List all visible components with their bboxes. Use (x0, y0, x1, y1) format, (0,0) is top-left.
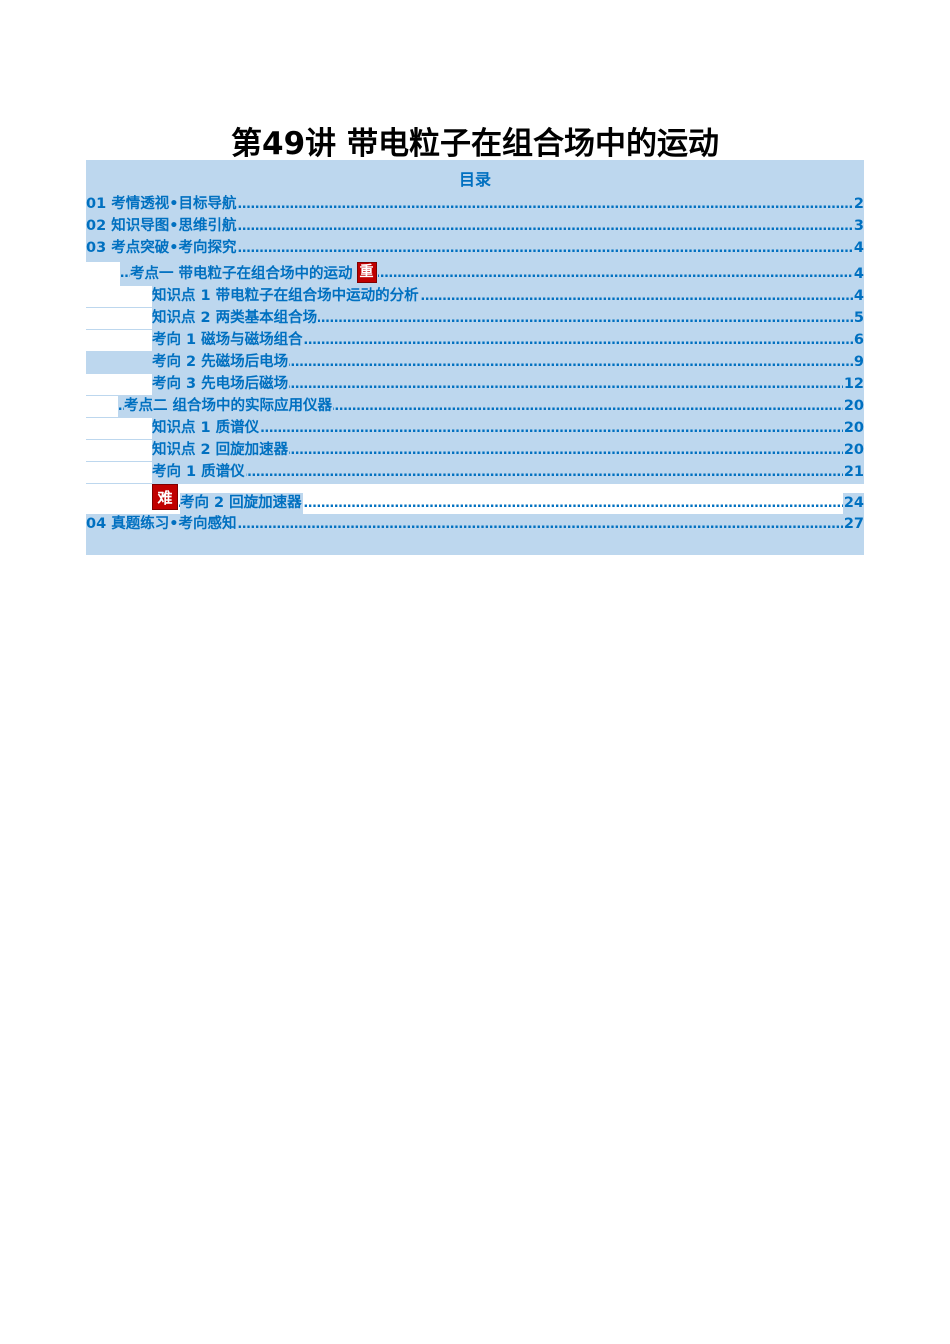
key-point-badge: 重 (356, 262, 377, 283)
toc-page-number: 24 (842, 493, 864, 514)
toc-page-number: 2 (852, 194, 864, 215)
toc-entry-label: 考点二 组合场中的实际应用仪器 (124, 396, 334, 417)
toc-entry-01[interactable]: …………………………………………………………………………………………………………… (86, 194, 864, 215)
toc-page-number: 27 (842, 514, 864, 535)
toc-page-number: 12 (842, 374, 864, 395)
toc-entry-label: 03 考点突破•考向探究 (86, 238, 238, 259)
table-of-contents: 目录 …………………………………………………………………………………………………… (86, 160, 864, 555)
toc-leader: …………………………………………………………………………………………………………… (152, 465, 864, 480)
toc-entry-label: 考向 3 先电场后磁场 (152, 374, 290, 395)
toc-leader: …………………………………………………………………………………………………………… (152, 355, 864, 370)
toc-entry-label: 考向 2 回旋加速器 (180, 493, 303, 514)
toc-page-number: 5 (852, 308, 864, 329)
toc-leader: …………………………………………………………………………………………………………… (178, 496, 864, 511)
toc-entry-label: 04 真题练习•考向感知 (86, 514, 238, 535)
toc-entry-zhishidian-2[interactable]: …………………………………………………………………………………………………………… (86, 308, 864, 329)
toc-entry-kaoxiang-2[interactable]: …………………………………………………………………………………………………………… (86, 352, 864, 373)
toc-leader: …………………………………………………………………………………………………………… (86, 517, 864, 532)
toc-page-number: 4 (852, 262, 864, 286)
toc-entry-label: 考点一 带电粒子在组合场中的运动 (130, 266, 353, 282)
toc-leader: …………………………………………………………………………………………………………… (152, 333, 864, 348)
toc-leader: …………………………………………………………………………………………………………… (152, 377, 864, 392)
toc-entry-02[interactable]: …………………………………………………………………………………………………………… (86, 216, 864, 237)
toc-page-number: 9 (852, 352, 864, 373)
toc-entry-label: 知识点 1 质谱仪 (152, 418, 261, 439)
toc-page-number: 4 (852, 286, 864, 307)
toc-leader: …………………………………………………………………………………………………………… (86, 197, 864, 212)
toc-entry-zhishidian-4[interactable]: …………………………………………………………………………………………………………… (86, 440, 864, 461)
toc-entry-kaoxiang-1[interactable]: …………………………………………………………………………………………………………… (86, 330, 864, 351)
toc-leader: …………………………………………………………………………………………………………… (152, 421, 864, 436)
toc-page-number: 4 (852, 238, 864, 259)
toc-entry-zhishidian-3[interactable]: …………………………………………………………………………………………………………… (86, 418, 864, 439)
difficult-badge: 难 (152, 484, 178, 510)
toc-entry-label: 考向 1 磁场与磁场组合 (152, 330, 304, 351)
toc-entry-kaodian-2[interactable]: …………………………………………………………………………………………………………… (86, 396, 864, 417)
toc-page-number: 21 (842, 462, 864, 483)
toc-entry-03[interactable]: …………………………………………………………………………………………………………… (86, 238, 864, 259)
toc-entry-zhishidian-1[interactable]: …………………………………………………………………………………………………………… (86, 286, 864, 307)
toc-entry-04[interactable]: …………………………………………………………………………………………………………… (86, 514, 864, 535)
toc-entry-label: 考向 1 质谱仪 (152, 462, 246, 483)
toc-page-number: 20 (842, 396, 864, 417)
toc-page-number: 3 (852, 216, 864, 237)
page-title: 第49讲 带电粒子在组合场中的运动 (231, 126, 719, 162)
toc-entry-kaoxiang-4[interactable]: …………………………………………………………………………………………………………… (86, 462, 864, 483)
toc-entry-label: 知识点 2 回旋加速器 (152, 440, 290, 461)
toc-entry-label: 01 考情透视•目标导航 (86, 194, 238, 215)
toc-entry-label: 知识点 1 带电粒子在组合场中运动的分析 (152, 286, 420, 307)
toc-entry-label: 知识点 2 两类基本组合场 (152, 308, 319, 329)
toc-entry-kaoxiang-3[interactable]: …………………………………………………………………………………………………………… (86, 374, 864, 395)
toc-heading: 目录 (458, 170, 491, 189)
toc-leader: …………………………………………………………………………………………………………… (86, 219, 864, 234)
toc-leader: …………………………………………………………………………………………………………… (152, 311, 864, 326)
toc-leader: …………………………………………………………………………………………………………… (86, 241, 864, 256)
toc-leader: …………………………………………………………………………………………………………… (152, 443, 864, 458)
toc-page-number: 6 (852, 330, 864, 351)
toc-page-number: 20 (842, 418, 864, 439)
toc-entry-label: 考向 2 先磁场后电场 (152, 352, 290, 373)
toc-entry-label: 02 知识导图•思维引航 (86, 216, 238, 237)
toc-entry-kaodian-1[interactable]: …………………………………………………………………………………………………………… (86, 262, 864, 286)
toc-page-number: 20 (842, 440, 864, 461)
toc-entry-kaoxiang-5[interactable]: 难 ……………………………………………………………………………………………………… (86, 484, 864, 514)
